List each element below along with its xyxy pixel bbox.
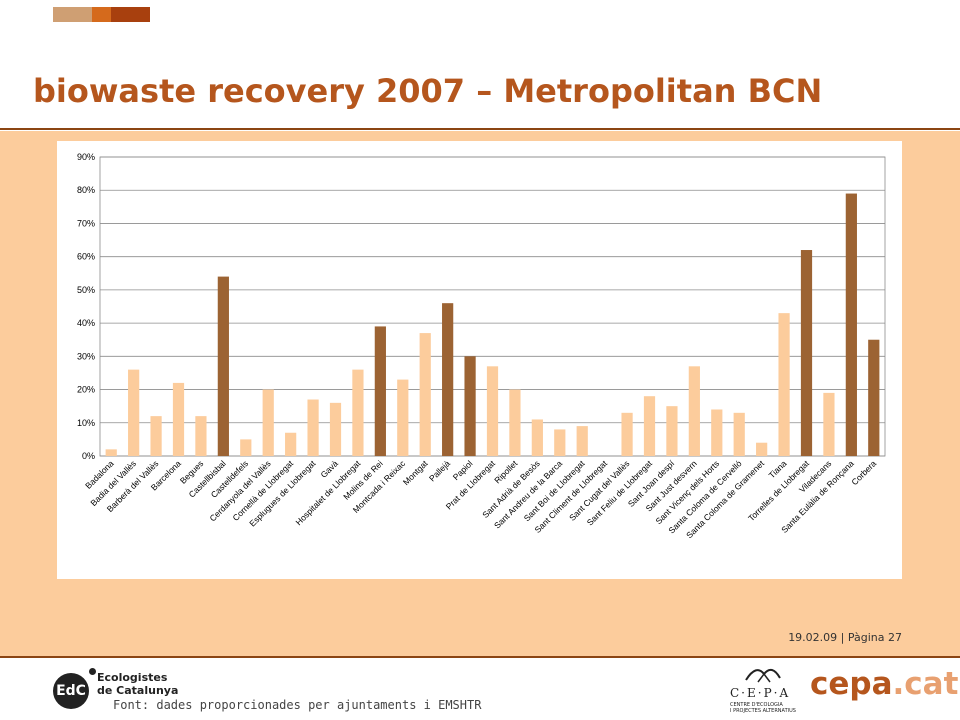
bar — [464, 356, 476, 456]
edc-mark: EdC — [53, 673, 89, 709]
x-tick-label: Pallejà — [427, 458, 452, 483]
bar — [576, 426, 588, 456]
y-tick-label: 80% — [77, 185, 95, 195]
bar — [688, 366, 700, 456]
x-tick-label: Montgat — [401, 458, 430, 487]
y-tick-label: 0% — [82, 451, 95, 461]
edc-name: Ecologistes de Catalunya — [97, 671, 179, 697]
bar — [150, 416, 162, 456]
bar — [105, 449, 117, 456]
bar — [172, 382, 185, 456]
bar — [509, 389, 521, 456]
header-rule — [0, 128, 960, 130]
y-tick-label: 20% — [77, 385, 95, 395]
bar — [195, 416, 207, 456]
bar — [285, 432, 297, 456]
bar — [733, 412, 745, 456]
edc-dot-icon — [89, 668, 96, 675]
bar — [621, 412, 633, 456]
header-bar-2 — [92, 7, 111, 22]
bar — [666, 406, 678, 456]
y-tick-label: 40% — [77, 318, 95, 328]
source-note: Font: dades proporcionades per ajuntamen… — [113, 698, 482, 712]
bar — [419, 333, 431, 456]
bar — [352, 369, 364, 456]
bar — [128, 369, 140, 456]
header-bar-1 — [53, 7, 92, 22]
cepa-ext: .cat — [892, 666, 959, 702]
bar — [442, 303, 454, 456]
bar — [531, 419, 543, 456]
chart-area: 0% 10% 20% 30% 40% 50% 60% 70% 80% 90% Badalona Bad… — [57, 141, 902, 579]
bar — [554, 429, 566, 456]
y-tick-label: 30% — [77, 351, 95, 361]
bar-chart: 0%10%20%30%40%50%60%70%80%90%BadalonaBad… — [77, 152, 886, 540]
bar — [711, 409, 723, 456]
cepa-word: cepa — [810, 666, 893, 702]
bar — [217, 276, 229, 456]
y-tick-label: 90% — [77, 152, 95, 162]
bar — [397, 379, 409, 456]
bar — [307, 399, 319, 456]
y-tick-label: 60% — [77, 252, 95, 262]
x-tick-label: Corbera — [849, 458, 878, 487]
footer-rule — [0, 656, 960, 658]
header-bar-3 — [111, 7, 150, 22]
bar — [823, 392, 835, 456]
bar — [845, 193, 857, 457]
cepa-wordmark: cepa.cat — [810, 666, 958, 702]
edc-logo: EdC Ecologistes de Catalunya — [53, 668, 183, 709]
bar — [240, 439, 252, 456]
bar — [800, 250, 813, 456]
cepa-logo: C·E·P·A CENTRE D'ECOLOGIA I PROJECTES AL… — [722, 662, 958, 720]
bar — [756, 442, 768, 456]
bar — [778, 313, 790, 456]
bar — [486, 366, 499, 456]
bar — [643, 396, 656, 456]
y-tick-label: 70% — [77, 218, 95, 228]
bar — [868, 339, 880, 456]
bar — [262, 389, 274, 456]
slide-title: biowaste recovery 2007 – Metropolitan BC… — [33, 72, 823, 110]
date-page-label: 19.02.09 | Pàgina 27 — [788, 631, 902, 644]
bird-icon — [745, 668, 781, 683]
cepa-subtitle: CENTRE D'ECOLOGIA I PROJECTES ALTERNATIU… — [730, 702, 796, 714]
y-tick-label: 50% — [77, 285, 95, 295]
y-tick-label: 10% — [77, 418, 95, 428]
cepa-letters: C·E·P·A — [730, 686, 791, 700]
bar — [374, 326, 386, 456]
bar — [329, 402, 342, 456]
